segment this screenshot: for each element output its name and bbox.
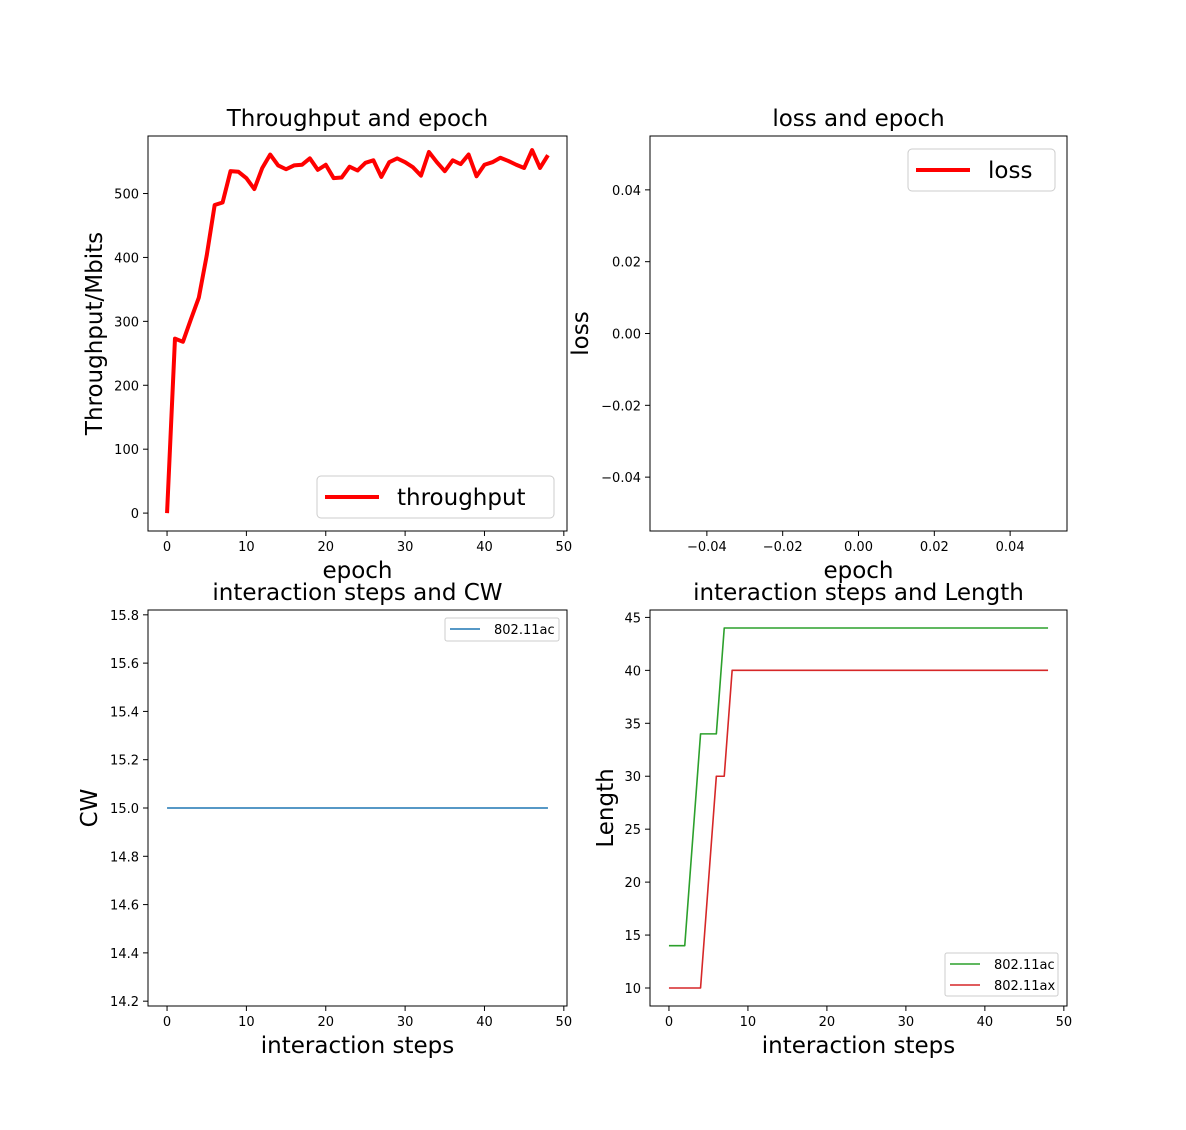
legend-label: loss	[988, 158, 1032, 184]
y-tick-label: 15.4	[110, 705, 139, 720]
y-tick-label: 15	[624, 929, 641, 944]
x-tick-label: 0	[163, 1015, 171, 1030]
y-tick-label: 500	[114, 188, 139, 203]
y-tick-label: 0.00	[612, 328, 641, 343]
legend-label: throughput	[397, 485, 526, 511]
y-axis-label: Length	[593, 768, 619, 847]
y-tick-label: 14.4	[110, 947, 139, 962]
x-tick-label: 0.02	[920, 540, 949, 555]
legend: 802.11ac 802.11ax	[944, 952, 1059, 997]
y-tick-label: 10	[624, 982, 641, 997]
y-tick-label: 200	[114, 379, 139, 394]
x-tick-label: 0	[163, 540, 171, 555]
x-axis-label: interaction steps	[261, 1033, 454, 1059]
x-tick-label: 0	[665, 1015, 673, 1030]
y-tick-label: 14.8	[110, 850, 139, 865]
subplot-2: −0.04 −0.02 0.00 0.02 0.04 −0.04 −0.02 0.00 0.02…	[568, 106, 1068, 584]
legend-box	[444, 617, 560, 642]
x-tick-label: −0.02	[763, 540, 803, 555]
y-tick-label: 15.8	[110, 609, 139, 624]
x-tick-label: 20	[317, 540, 334, 555]
x-tick-label: 50	[556, 540, 573, 555]
x-tick-label: 10	[238, 1015, 255, 1030]
y-tick-label: −0.04	[601, 471, 641, 486]
legend-box	[316, 475, 555, 519]
y-tick-label: 20	[624, 876, 641, 891]
x-tick-label: 40	[476, 540, 493, 555]
legend: 802.11ac	[444, 617, 560, 642]
y-tick-label: 15.2	[110, 754, 139, 769]
x-tick-label: 10	[238, 540, 255, 555]
x-tick-label: 30	[898, 1015, 915, 1030]
series-line-802-11ac	[668, 627, 1049, 947]
y-axis-label: loss	[568, 311, 594, 355]
x-axis-label: epoch	[322, 558, 392, 584]
x-tick-label: 50	[1056, 1015, 1073, 1030]
x-tick-label: 20	[819, 1015, 836, 1030]
chart-title: interaction steps and CW	[212, 580, 502, 606]
y-tick-label: 15.6	[110, 657, 139, 672]
y-tick-label: 14.6	[110, 899, 139, 914]
legend-label: 802.11ax	[994, 979, 1055, 994]
x-tick-label: 30	[397, 540, 414, 555]
series-line-802-11ax	[668, 669, 1049, 989]
x-tick-label: 40	[977, 1015, 994, 1030]
x-tick-label: −0.04	[687, 540, 727, 555]
subplot-4: 0 10 20 30 40 50 10 15 20 25 30 35 40 45 interaction s…	[593, 580, 1072, 1059]
y-tick-label: 14.2	[110, 995, 139, 1010]
y-axis-label: CW	[77, 789, 103, 828]
y-tick-label: 100	[114, 443, 139, 458]
x-tick-label: 10	[740, 1015, 757, 1030]
x-tick-label: 40	[476, 1015, 493, 1030]
x-axis-label: epoch	[823, 558, 893, 584]
y-tick-label: 35	[624, 717, 641, 732]
y-tick-label: 0.02	[612, 256, 641, 271]
axes-frame	[649, 609, 1068, 1007]
x-tick-label: 50	[556, 1015, 573, 1030]
x-tick-label: 30	[397, 1015, 414, 1030]
series-line-throughput	[165, 148, 550, 514]
x-axis-label: interaction steps	[762, 1033, 955, 1059]
axes-frame	[649, 135, 1068, 532]
chart-title: interaction steps and Length	[693, 580, 1024, 606]
axes-frame	[147, 135, 568, 532]
y-tick-label: −0.02	[601, 399, 641, 414]
legend-label: 802.11ac	[494, 623, 555, 638]
chart-title: loss and epoch	[772, 106, 944, 132]
legend: loss	[907, 148, 1056, 192]
y-tick-label: 400	[114, 251, 139, 266]
x-tick-label: 0.04	[996, 540, 1025, 555]
x-tick-label: 0.00	[844, 540, 873, 555]
y-axis-label: Throughput/Mbits	[82, 232, 108, 436]
x-tick-label: 20	[317, 1015, 334, 1030]
legend-box	[907, 148, 1056, 192]
y-tick-label: 0.04	[612, 184, 641, 199]
y-tick-label: 15.0	[110, 802, 139, 817]
y-tick-label: 30	[624, 770, 641, 785]
y-tick-label: 25	[624, 823, 641, 838]
y-tick-label: 40	[624, 664, 641, 679]
legend: throughput	[316, 475, 555, 519]
chart-title: Throughput and epoch	[226, 106, 489, 132]
y-tick-label: 45	[624, 611, 641, 626]
subplot-3: 0 10 20 30 40 50 14.2 14.4 14.6 14.8 15.0 15.2 15.4 1…	[77, 580, 572, 1059]
y-tick-label: 0	[131, 507, 139, 522]
y-tick-label: 300	[114, 315, 139, 330]
legend-label: 802.11ac	[994, 958, 1055, 973]
